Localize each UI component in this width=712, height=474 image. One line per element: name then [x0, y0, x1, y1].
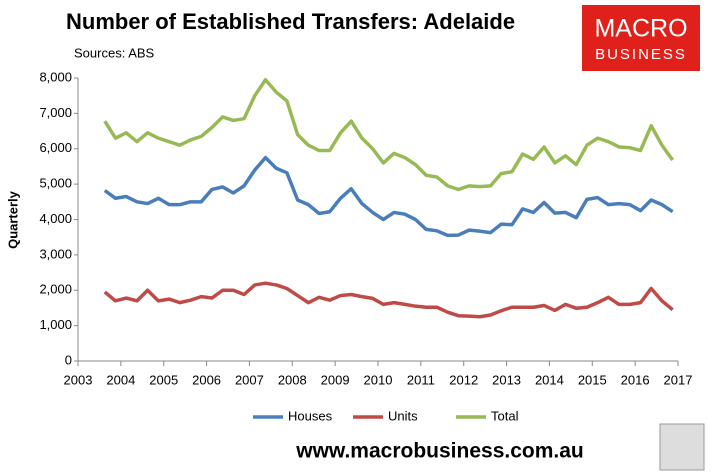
- x-tick-label: 2005: [149, 372, 178, 387]
- y-tick-label: 7,000: [39, 105, 72, 120]
- y-tick-label: 4,000: [39, 211, 72, 226]
- x-tick-label: 2013: [492, 372, 521, 387]
- x-tick-label: 2003: [64, 372, 93, 387]
- wolf-icon: [659, 423, 705, 471]
- data-line: [103, 281, 674, 319]
- logo-text: MACRO: [594, 15, 687, 43]
- logo-text: BUSINESS: [595, 46, 687, 63]
- chart-title: Number of Established Transfers: Adelaid…: [66, 9, 515, 34]
- y-tick-label: 2,000: [39, 282, 72, 297]
- legend-label: Total: [491, 408, 519, 423]
- x-tick-label: 2015: [578, 372, 607, 387]
- x-tick-label: 2017: [664, 372, 693, 387]
- x-tick-label: 2009: [321, 372, 350, 387]
- y-axis-title: Quarterly: [5, 190, 20, 249]
- logo-box: [582, 5, 700, 71]
- x-tick-label: 2004: [106, 372, 135, 387]
- y-tick-label: 8,000: [39, 69, 72, 84]
- y-tick-label: 3,000: [39, 246, 72, 261]
- y-tick-label: 5,000: [39, 176, 72, 191]
- y-tick-label: 0: [65, 352, 72, 367]
- x-tick-label: 2011: [407, 372, 435, 387]
- y-tick-label: 6,000: [39, 140, 72, 155]
- x-tick-label: 2006: [192, 372, 221, 387]
- data-line: [103, 155, 674, 238]
- x-tick-label: 2010: [364, 372, 393, 387]
- x-tick-label: 2007: [235, 372, 264, 387]
- legend-label: Houses: [288, 408, 333, 423]
- x-tick-label: 2008: [278, 372, 307, 387]
- x-tick-label: 2014: [535, 372, 564, 387]
- y-tick-label: 1,000: [39, 317, 72, 332]
- x-tick-label: 2012: [449, 372, 478, 387]
- x-tick-label: 2016: [621, 372, 650, 387]
- legend-label: Units: [388, 408, 418, 423]
- data-line: [103, 78, 675, 192]
- chart-subtitle: Sources: ABS: [74, 45, 155, 60]
- footer: www.macrobusiness.com.au: [295, 440, 583, 463]
